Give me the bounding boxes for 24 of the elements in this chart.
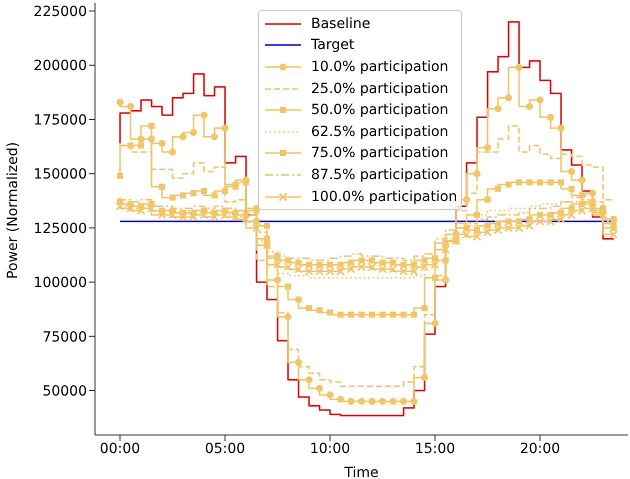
- legend-label: Baseline: [311, 16, 370, 32]
- x-tick-label: 05:00: [204, 440, 246, 457]
- legend-label: 50.0% participation: [311, 102, 448, 118]
- legend-label: 75.0% participation: [311, 145, 448, 162]
- legend-label: 87.5% participation: [311, 166, 448, 183]
- y-tick-label: 100000: [34, 275, 87, 292]
- x-tick-label: 10:00: [310, 440, 350, 457]
- legend-label: 100.0% participation: [311, 188, 458, 205]
- y-tick-label: 200000: [34, 58, 87, 74]
- x-tick-label: 20:00: [520, 440, 560, 457]
- legend-label: 25.0% participation: [311, 80, 448, 97]
- y-tick-label: 50000: [42, 384, 87, 400]
- x-axis-title: Time: [343, 465, 379, 479]
- y-tick-label: 125000: [34, 220, 87, 237]
- x-tick-label: 00:00: [100, 440, 140, 457]
- y-tick-label: 150000: [34, 166, 87, 183]
- y-tick-label: 175000: [34, 112, 87, 128]
- y-tick-label: 225000: [34, 4, 87, 20]
- legend-label: 62.5% participation: [311, 124, 448, 140]
- y-axis-title: Power (Normalized): [4, 142, 21, 279]
- x-tick-label: 15:00: [414, 440, 456, 457]
- legend-label: 10.0% participation: [311, 58, 448, 75]
- y-tick-label: 75000: [42, 329, 87, 346]
- legend-label: Target: [311, 37, 354, 54]
